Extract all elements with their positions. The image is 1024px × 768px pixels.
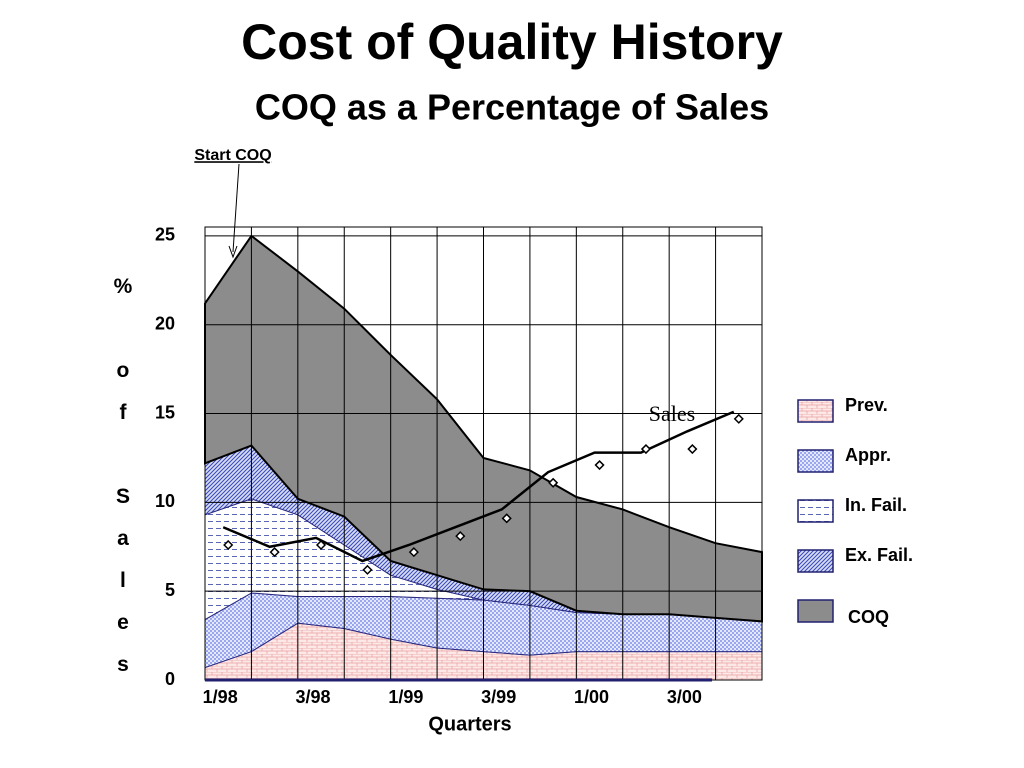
sales-point — [455, 531, 466, 542]
y-tick-label: 10 — [155, 491, 175, 511]
chart-subtitle: COQ as a Percentage of Sales — [255, 87, 769, 128]
sales-point — [548, 477, 559, 488]
sales-point — [594, 459, 605, 471]
sales-point — [315, 539, 327, 551]
sales-point — [269, 547, 280, 558]
legend-label: In. Fail. — [845, 495, 907, 515]
x-tick-label: 3/98 — [296, 687, 331, 707]
sales-point — [733, 413, 744, 424]
sales-point — [223, 539, 234, 551]
sales-point — [408, 547, 419, 558]
y-tick-label: 5 — [165, 580, 175, 600]
legend-swatch — [797, 549, 834, 573]
annotation-arrow — [232, 163, 240, 253]
annotation-arrowhead — [228, 245, 238, 259]
y-tick-label: 0 — [165, 669, 175, 689]
legend-label: COQ — [848, 607, 889, 627]
sales-point — [501, 513, 512, 524]
x-axis-label: Quarters — [428, 713, 511, 735]
legend-label: Prev. — [845, 395, 888, 415]
legend-label: Ex. Fail. — [845, 545, 913, 565]
y-tick-label: 25 — [155, 225, 175, 245]
sales-point — [687, 443, 698, 455]
x-tick-label: 3/00 — [667, 687, 702, 707]
legend-swatch — [797, 399, 834, 423]
x-tick-label: 3/99 — [481, 687, 516, 707]
legend-swatch — [797, 599, 834, 623]
chart-title: Cost of Quality History — [241, 14, 783, 70]
y-tick-label: 20 — [155, 313, 175, 333]
y-axis-label: % of Sales — [111, 275, 134, 695]
legend-swatch — [797, 499, 834, 523]
sales-point — [640, 443, 652, 455]
x-tick-label: 1/00 — [574, 687, 609, 707]
legend-label: Appr. — [845, 445, 891, 465]
annotation: Start COQ — [194, 147, 271, 164]
x-tick-label: 1/99 — [388, 687, 423, 707]
legend-swatch — [797, 449, 834, 473]
sales-label: Sales — [649, 401, 695, 426]
sales-point — [362, 564, 373, 575]
y-tick-label: 15 — [155, 402, 175, 422]
x-tick-label: 1/98 — [203, 687, 238, 707]
